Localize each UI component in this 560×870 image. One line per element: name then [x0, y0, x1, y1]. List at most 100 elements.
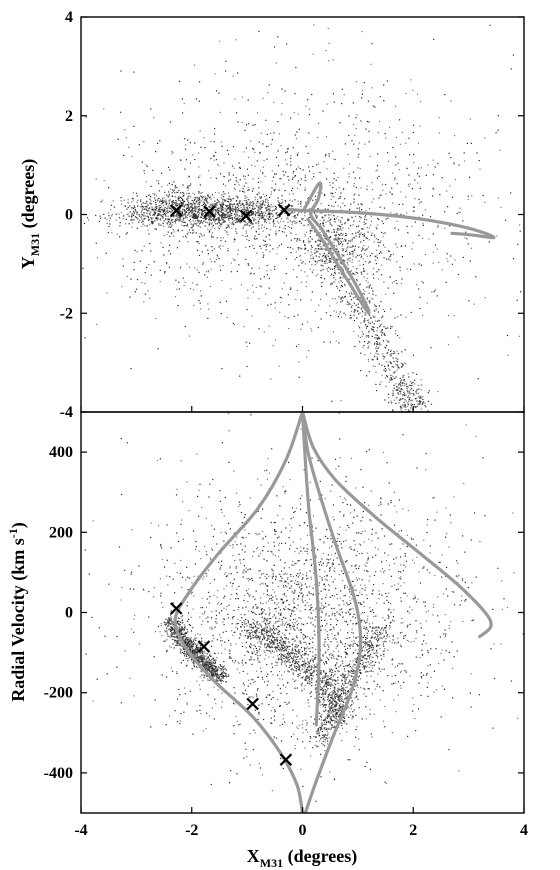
- data-point: [334, 234, 336, 236]
- data-point: [99, 215, 101, 217]
- data-point: [232, 322, 234, 325]
- data-point: [153, 209, 155, 211]
- data-point: [154, 197, 156, 199]
- data-point: [334, 271, 336, 273]
- data-point: [209, 653, 211, 655]
- data-point: [120, 200, 122, 202]
- data-point: [394, 227, 396, 229]
- data-point: [245, 230, 247, 232]
- data-point: [343, 198, 346, 200]
- data-point: [119, 217, 121, 219]
- data-point: [120, 70, 122, 72]
- data-point: [170, 616, 172, 618]
- data-point: [207, 215, 209, 217]
- data-point: [404, 399, 406, 401]
- data-point: [399, 119, 401, 121]
- data-point: [360, 352, 362, 354]
- data-point: [171, 183, 173, 186]
- data-point: [227, 200, 229, 203]
- data-point: [373, 323, 375, 325]
- data-point: [328, 267, 330, 269]
- data-point: [184, 209, 186, 211]
- data-point: [240, 284, 243, 286]
- data-point: [244, 129, 246, 131]
- data-point: [342, 227, 344, 229]
- data-point: [197, 658, 199, 661]
- data-point: [158, 224, 160, 226]
- data-point: [169, 169, 171, 171]
- data-point: [359, 264, 361, 266]
- data-point: [275, 212, 277, 214]
- data-point: [294, 211, 296, 213]
- data-point: [375, 256, 377, 258]
- data-point: [322, 254, 324, 257]
- data-point: [412, 206, 414, 208]
- data-point: [403, 379, 405, 381]
- data-point: [393, 387, 395, 389]
- data-point: [218, 201, 220, 203]
- data-point: [200, 209, 202, 211]
- data-point: [257, 210, 259, 213]
- data-point: [361, 311, 364, 313]
- data-point: [388, 378, 391, 380]
- data-point: [329, 184, 331, 186]
- data-point: [353, 201, 355, 203]
- data-point: [195, 656, 197, 658]
- data-point: [289, 117, 292, 119]
- data-point: [361, 31, 363, 33]
- data-point: [147, 217, 149, 219]
- data-point: [397, 365, 399, 367]
- data-point: [263, 160, 265, 162]
- data-point: [399, 270, 401, 272]
- data-point: [233, 167, 235, 169]
- data-point: [190, 210, 192, 212]
- data-point: [379, 96, 381, 98]
- data-point: [185, 225, 187, 227]
- data-point: [248, 215, 250, 217]
- data-point: [400, 380, 402, 382]
- data-point: [193, 654, 195, 656]
- data-point: [304, 248, 306, 250]
- data-point: [321, 216, 323, 218]
- data-point: [213, 686, 215, 688]
- data-point: [373, 198, 375, 200]
- data-point: [457, 336, 459, 338]
- data-point: [252, 217, 254, 219]
- data-point: [184, 212, 186, 214]
- data-point: [327, 208, 329, 210]
- data-point: [322, 224, 324, 226]
- data-point: [287, 218, 289, 220]
- data-point: [209, 217, 211, 219]
- data-point: [414, 221, 416, 223]
- data-point: [305, 105, 307, 107]
- data-point: [378, 197, 380, 199]
- data-point: [141, 210, 143, 212]
- data-point: [339, 243, 341, 245]
- data-point: [448, 314, 450, 317]
- data-point: [268, 234, 271, 236]
- data-point: [131, 201, 133, 203]
- data-point: [165, 206, 167, 208]
- data-point: [237, 218, 239, 221]
- data-point: [275, 208, 277, 210]
- data-point: [119, 236, 121, 238]
- data-point: [323, 256, 325, 258]
- data-point: [125, 233, 127, 235]
- data-point: [419, 307, 421, 310]
- data-point: [184, 148, 187, 150]
- data-point: [173, 631, 175, 633]
- data-point: [203, 655, 205, 657]
- data-point: [408, 393, 411, 395]
- data-point: [377, 338, 379, 340]
- data-point: [174, 220, 176, 223]
- data-point: [174, 215, 176, 217]
- data-point: [168, 190, 170, 193]
- data-point: [325, 239, 327, 241]
- data-point: [350, 246, 352, 248]
- data-point: [376, 238, 378, 240]
- data-point: [224, 215, 226, 217]
- data-point: [253, 273, 255, 275]
- data-point: [261, 224, 263, 226]
- data-point: [344, 222, 346, 224]
- data-point: [165, 200, 167, 202]
